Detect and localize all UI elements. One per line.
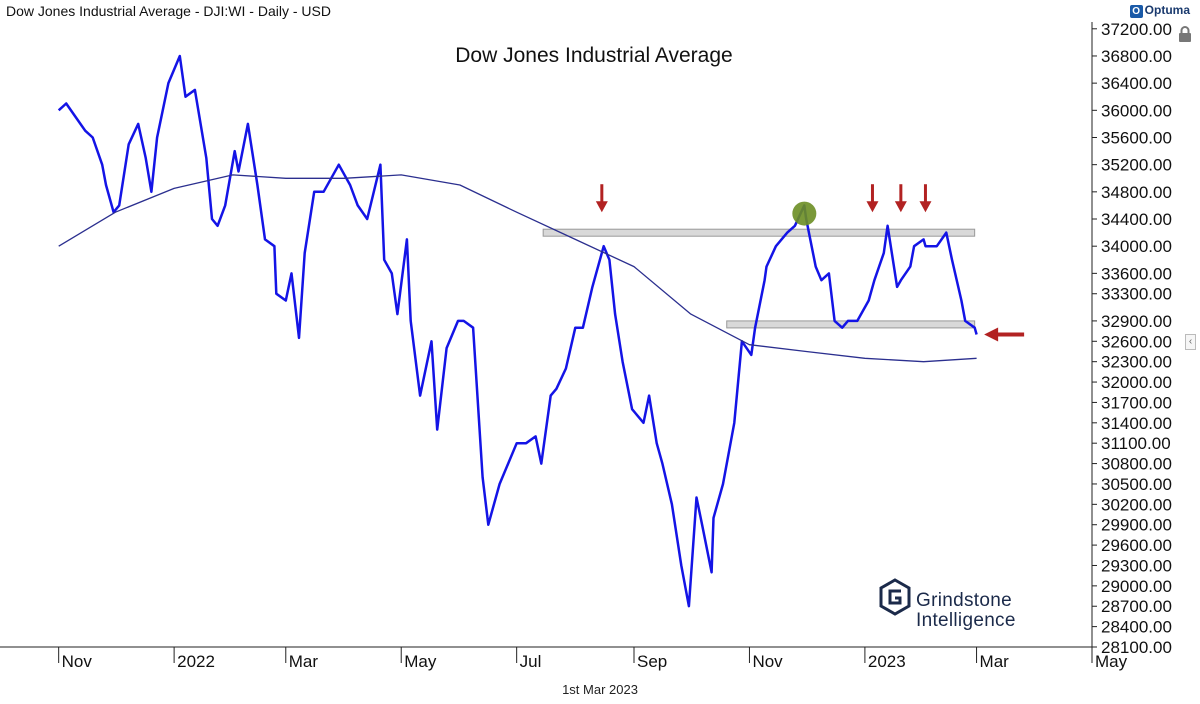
y-tick-label: 30500.00 <box>1101 475 1172 494</box>
y-tick-label: 31400.00 <box>1101 414 1172 433</box>
resistance-zone <box>542 228 976 237</box>
y-tick-label: 32300.00 <box>1101 353 1172 372</box>
hexagon-g-icon <box>879 578 911 616</box>
y-tick-label: 36800.00 <box>1101 47 1172 66</box>
x-tick-label: May <box>404 652 437 671</box>
y-tick-label: 34000.00 <box>1101 237 1172 256</box>
y-tick-label: 33600.00 <box>1101 264 1172 283</box>
x-tick-label: Nov <box>752 652 783 671</box>
chart-title: Dow Jones Industrial Average <box>455 44 732 67</box>
y-tick-label: 31700.00 <box>1101 393 1172 412</box>
x-tick-label: Jul <box>520 652 542 671</box>
moving-average-line <box>58 174 977 363</box>
optuma-logo-icon: O <box>1129 5 1143 18</box>
y-tick-label: 34800.00 <box>1101 183 1172 202</box>
down-arrow-head <box>919 201 932 213</box>
y-tick-label: 36400.00 <box>1101 74 1172 93</box>
y-tick-label: 28400.00 <box>1101 618 1172 637</box>
y-tick-label: 29900.00 <box>1101 516 1172 535</box>
y-tick-label: 36000.00 <box>1101 101 1172 120</box>
y-tick-label: 35200.00 <box>1101 156 1172 175</box>
brand-name: Optuma <box>1144 3 1190 17</box>
y-tick-label: 35600.00 <box>1101 128 1172 147</box>
x-tick-label: Mar <box>980 652 1010 671</box>
down-arrow-head <box>866 201 879 213</box>
y-tick-label: 28100.00 <box>1101 638 1172 657</box>
footer-date: 1st Mar 2023 <box>562 682 638 697</box>
x-tick-label: Sep <box>637 652 667 671</box>
chart-source-title: Dow Jones Industrial Average - DJI:WI - … <box>6 3 331 19</box>
x-tick-label: Mar <box>289 652 319 671</box>
x-tick-label: Nov <box>62 652 93 671</box>
collapse-left-icon[interactable]: ‹ <box>1185 334 1196 350</box>
y-tick-label: 32600.00 <box>1101 332 1172 351</box>
grindstone-logo: Grindstone Intelligence <box>878 578 1038 631</box>
brand-label: O Optuma <box>1129 3 1190 18</box>
x-tick-label: 2023 <box>868 652 906 671</box>
y-tick-label: 33300.00 <box>1101 285 1172 304</box>
left-arrow-head <box>984 327 999 342</box>
logo-line-1: Grindstone <box>916 590 1012 611</box>
y-tick-label: 29300.00 <box>1101 556 1172 575</box>
y-tick-label: 28700.00 <box>1101 597 1172 616</box>
y-tick-label: 32000.00 <box>1101 373 1172 392</box>
y-tick-label: 30200.00 <box>1101 495 1172 514</box>
price-line <box>57 54 978 608</box>
y-tick-label: 37200.00 <box>1101 22 1172 39</box>
y-tick-label: 29000.00 <box>1101 577 1172 596</box>
y-tick-label: 30800.00 <box>1101 455 1172 474</box>
y-tick-label: 34400.00 <box>1101 210 1172 229</box>
chart-header: Dow Jones Industrial Average - DJI:WI - … <box>0 0 1200 22</box>
logo-line-2: Intelligence <box>916 610 1016 631</box>
y-tick-label: 31100.00 <box>1101 434 1171 453</box>
highlight-circle <box>792 201 817 226</box>
price-chart: Dow Jones Industrial Average 28100.002840… <box>0 22 1172 671</box>
lock-icon[interactable] <box>1178 26 1192 42</box>
down-arrow-head <box>595 201 608 213</box>
y-tick-label: 32900.00 <box>1101 312 1172 331</box>
down-arrow-head <box>894 201 907 213</box>
x-tick-label: 2022 <box>177 652 215 671</box>
x-tick-label: May <box>1095 652 1128 671</box>
y-tick-label: 29600.00 <box>1101 536 1172 555</box>
